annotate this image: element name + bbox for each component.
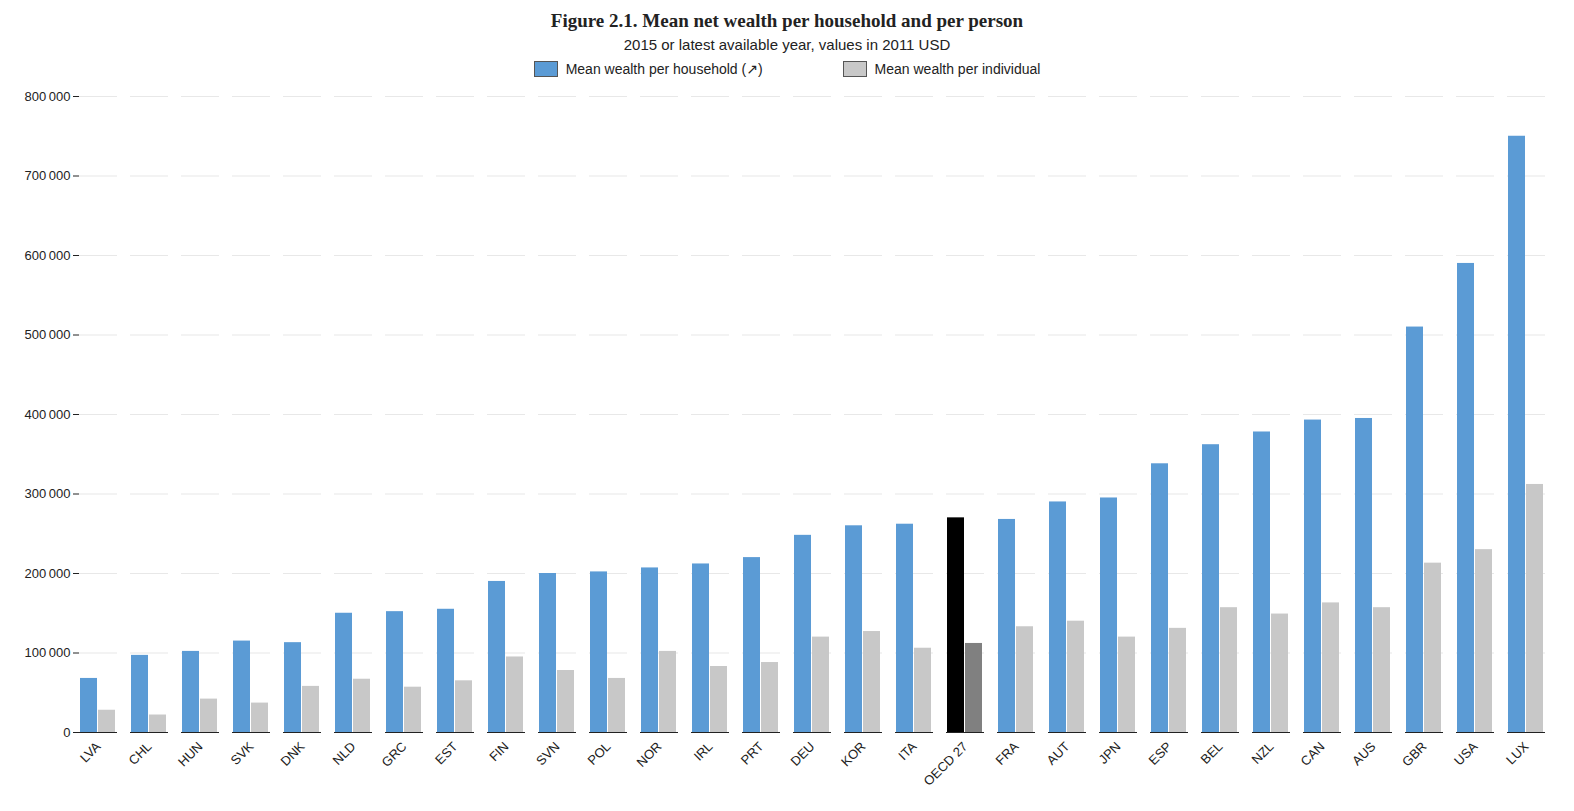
svg-text:ESP: ESP — [1146, 739, 1175, 768]
svg-text:PRT: PRT — [738, 739, 767, 768]
svg-text:0: 0 — [63, 725, 70, 740]
svg-text:DNK: DNK — [278, 739, 308, 769]
html-text:2015 or latest available year,: 2015 or latest available year, values in… — [623, 36, 951, 53]
svg-text:600 000: 600 000 — [25, 248, 71, 263]
svg-text:OECD 27: OECD 27 — [921, 739, 971, 789]
svg-text:200 000: 200 000 — [25, 566, 71, 581]
svg-text:AUS: AUS — [1349, 739, 1379, 769]
svg-text:DEU: DEU — [788, 739, 818, 769]
svg-text:JPN: JPN — [1096, 739, 1124, 767]
svg-text:NLD: NLD — [330, 739, 359, 768]
svg-text:KOR: KOR — [838, 739, 869, 770]
svg-text:NZL: NZL — [1249, 739, 1277, 767]
svg-text:300 000: 300 000 — [25, 486, 71, 501]
html-text:Mean wealth per household (↗): Mean wealth per household (↗) — [565, 61, 763, 77]
svg-text:USA: USA — [1451, 739, 1481, 769]
svg-text:FRA: FRA — [993, 739, 1022, 768]
svg-text:HUN: HUN — [175, 739, 206, 770]
svg-text:ITA: ITA — [895, 739, 919, 763]
svg-text:SVK: SVK — [228, 739, 257, 768]
svg-text:GRC: GRC — [379, 739, 410, 770]
svg-text:BEL: BEL — [1198, 739, 1226, 767]
html-text:Figure 2.1. Mean net wealth pe: Figure 2.1. Mean net wealth per househol… — [550, 10, 1024, 31]
svg-text:LVA: LVA — [77, 739, 104, 766]
svg-text:CHL: CHL — [126, 739, 155, 768]
svg-text:800 000: 800 000 — [25, 89, 71, 104]
svg-text:AUT: AUT — [1044, 739, 1073, 768]
svg-text:NOR: NOR — [634, 739, 665, 770]
svg-text:CAN: CAN — [1298, 739, 1328, 769]
svg-text:IRL: IRL — [691, 739, 716, 764]
svg-text:100 000: 100 000 — [25, 645, 71, 660]
svg-text:FIN: FIN — [486, 739, 511, 764]
svg-text:GBR: GBR — [1399, 739, 1430, 770]
svg-text:SVN: SVN — [533, 739, 563, 769]
html-text:Mean wealth per individual: Mean wealth per individual — [874, 61, 1041, 77]
svg-text:700 000: 700 000 — [25, 168, 71, 183]
svg-text:400 000: 400 000 — [25, 407, 71, 422]
svg-text:500 000: 500 000 — [25, 327, 71, 342]
svg-text:EST: EST — [432, 739, 461, 768]
svg-text:LUX: LUX — [1503, 739, 1532, 768]
svg-text:POL: POL — [585, 739, 614, 768]
